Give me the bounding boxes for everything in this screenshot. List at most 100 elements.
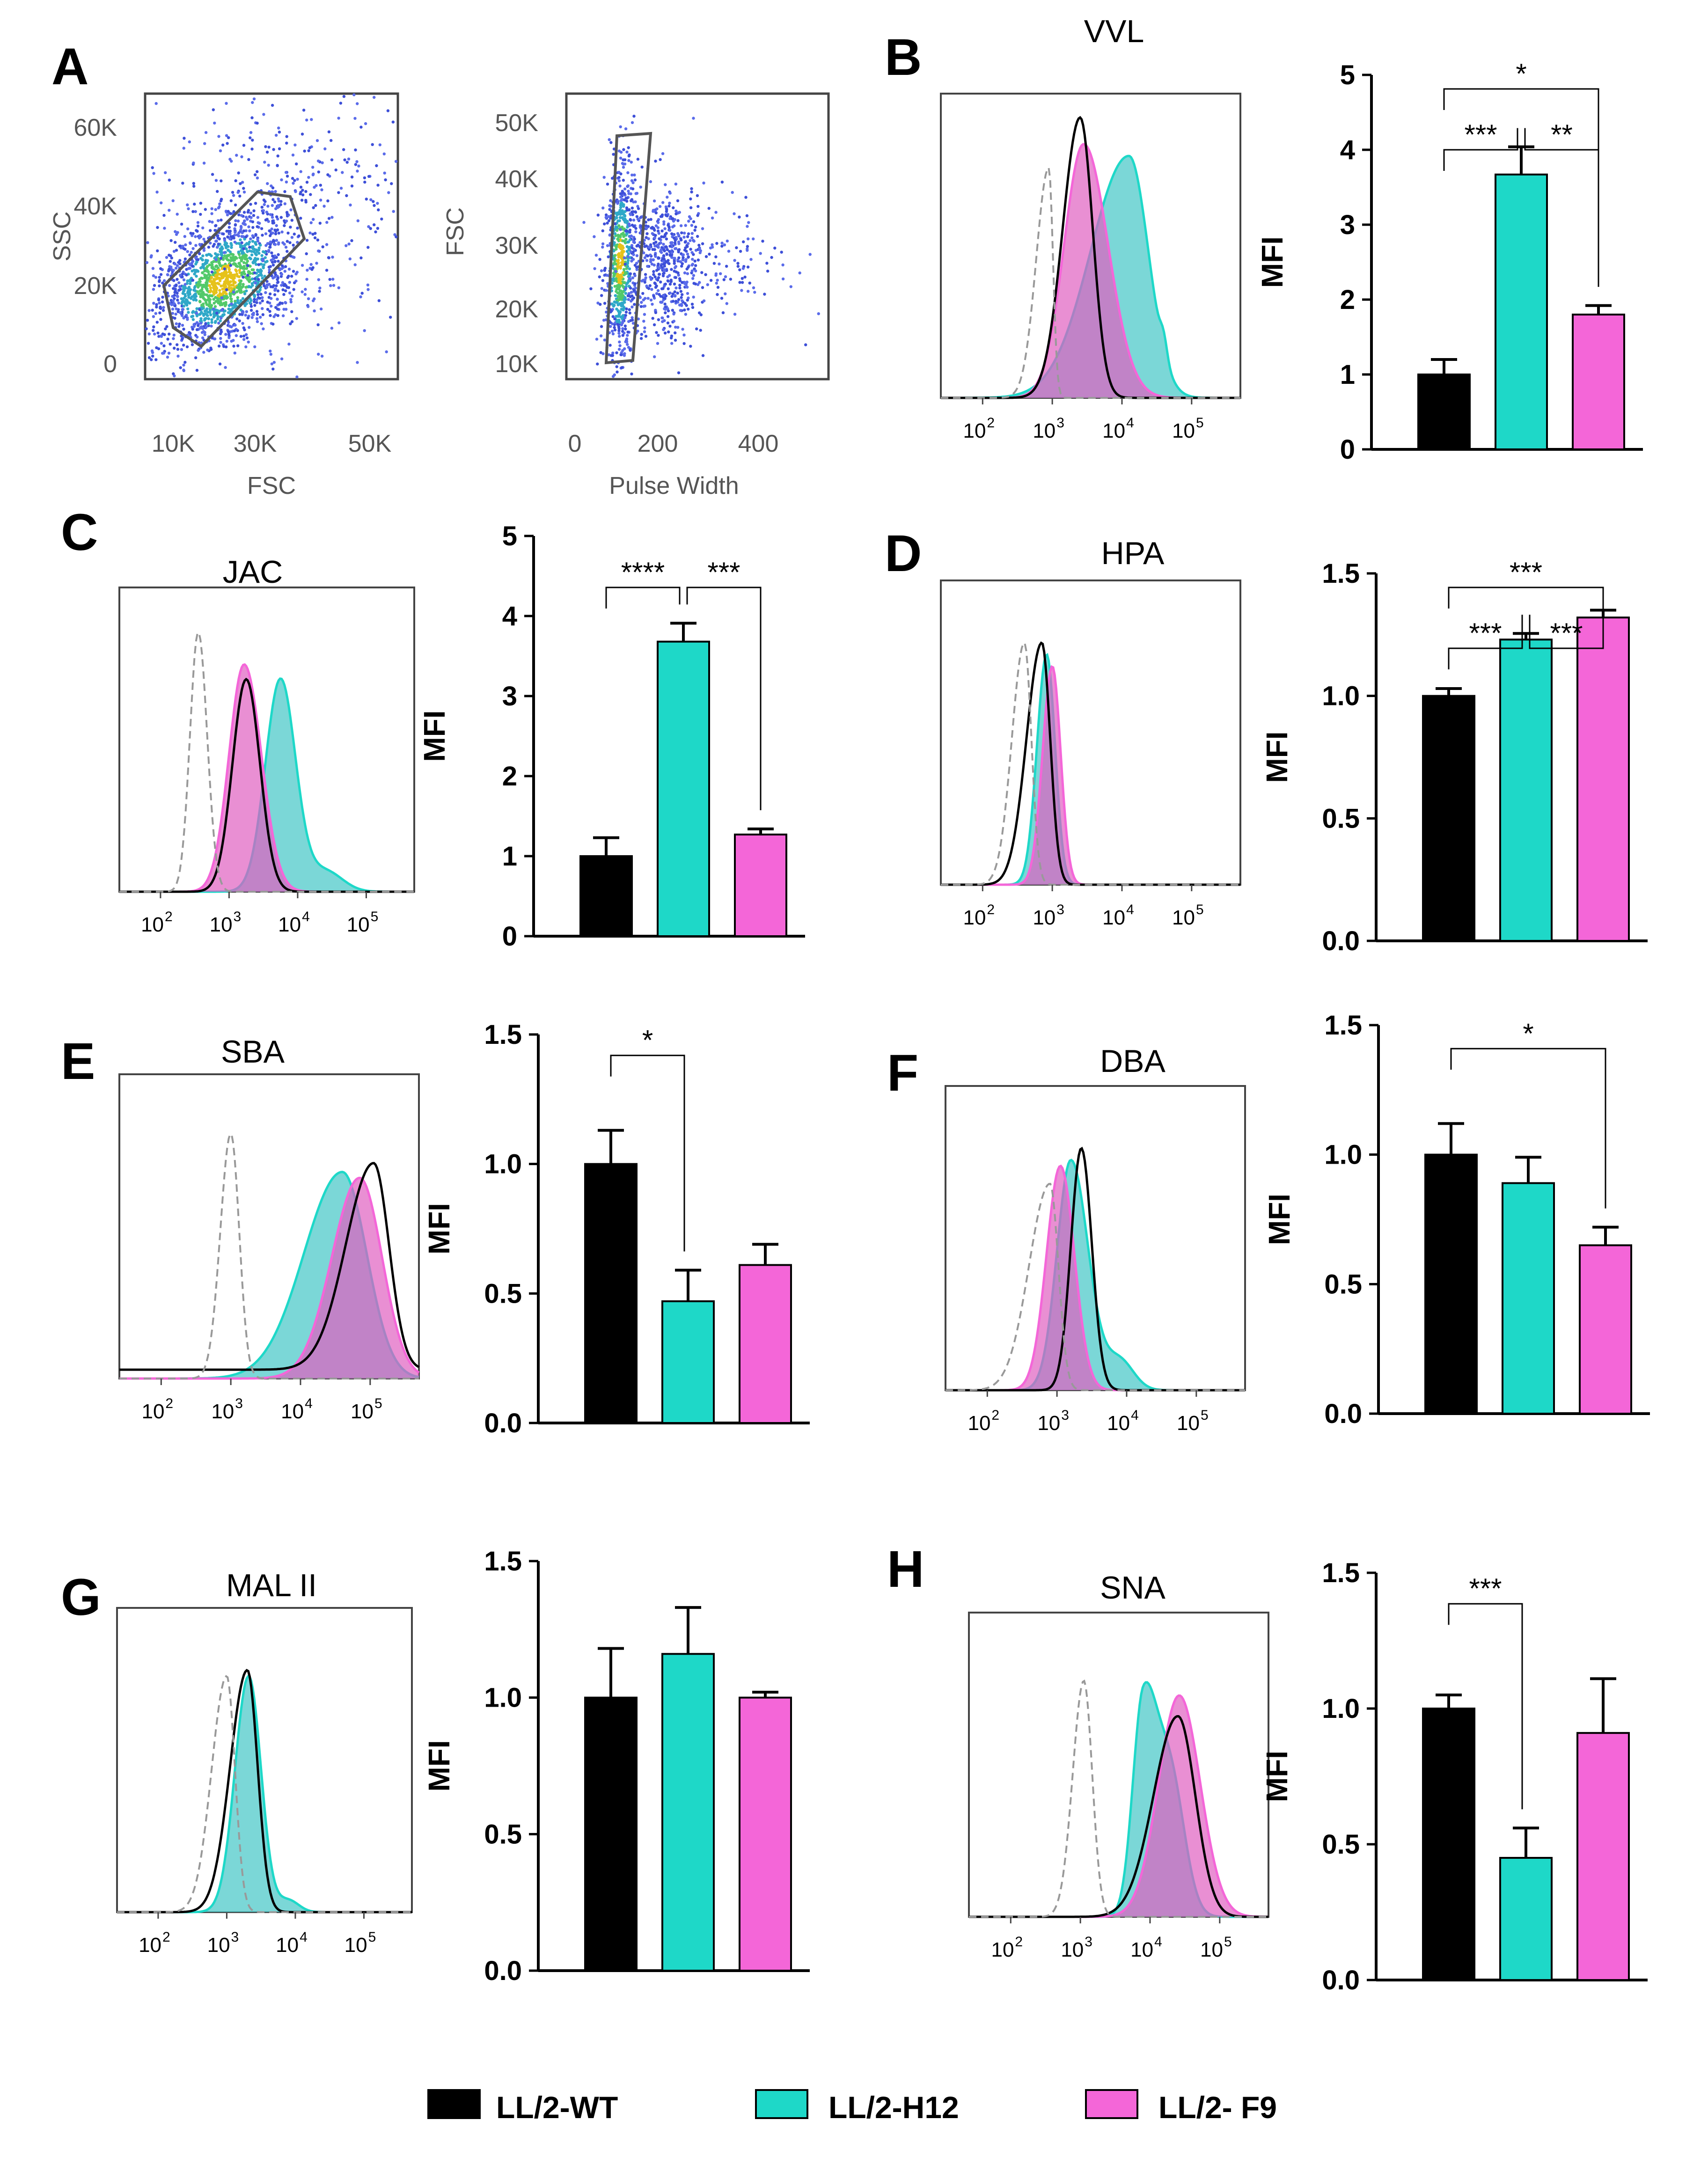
event-dot (682, 253, 685, 257)
event-dot (201, 226, 205, 230)
event-dot (168, 209, 171, 212)
event-dot (657, 256, 660, 259)
event-dot (685, 285, 688, 288)
event-dot (634, 230, 638, 234)
event-dot (152, 172, 155, 175)
event-dot (623, 281, 626, 284)
event-dot (273, 243, 277, 246)
event-dot (220, 245, 223, 249)
event-dot (679, 290, 683, 293)
event-dot (615, 226, 618, 229)
event-dot (213, 271, 217, 274)
event-dot (245, 310, 248, 313)
event-dot (189, 331, 192, 335)
event-dot (192, 323, 196, 326)
event-dot (239, 265, 243, 269)
event-dot (292, 182, 295, 185)
event-dot (187, 207, 190, 211)
event-dot (318, 221, 322, 225)
event-dot (180, 222, 183, 226)
event-dot (682, 333, 686, 337)
event-dot (232, 194, 235, 197)
event-dot (268, 310, 271, 313)
event-dot (630, 206, 634, 210)
event-dot (600, 325, 603, 328)
event-dot (208, 290, 212, 293)
event-dot (212, 298, 215, 301)
event-dot (258, 315, 262, 319)
event-dot (612, 153, 615, 156)
event-dot (178, 259, 182, 262)
dotplot-xlabel: FSC (247, 472, 296, 499)
event-dot (237, 242, 241, 245)
event-dot (320, 354, 324, 358)
event-dot (188, 334, 191, 337)
event-dot (674, 300, 678, 303)
histogram-fill-f9 (969, 1695, 1268, 1917)
event-dot (215, 311, 219, 315)
event-dot (246, 259, 249, 263)
event-dot (622, 231, 625, 235)
event-dot (608, 208, 611, 211)
event-dot (208, 300, 211, 303)
event-dot (190, 315, 193, 318)
event-dot (659, 158, 662, 161)
event-dot (330, 158, 334, 161)
event-dot (698, 251, 702, 255)
event-dot (186, 279, 189, 283)
event-dot (284, 301, 287, 304)
event-dot (752, 286, 755, 289)
event-dot (296, 227, 299, 230)
event-dot (165, 256, 169, 259)
event-dot (327, 130, 331, 133)
event-dot (689, 217, 692, 220)
histogram-title: JAC (223, 554, 283, 590)
event-dot (272, 221, 276, 225)
event-dot (723, 243, 726, 247)
event-dot (261, 296, 264, 299)
event-dot (250, 147, 254, 151)
bar-wt (1422, 695, 1475, 942)
event-dot (251, 284, 254, 287)
y-tick-label: 1.5 (484, 1546, 522, 1577)
event-dot (248, 229, 251, 233)
event-dot (625, 150, 629, 154)
event-dot (199, 276, 203, 280)
event-dot (632, 115, 636, 118)
event-dot (663, 262, 667, 265)
dotplot-ytick: 20K (495, 296, 538, 323)
event-dot (673, 282, 676, 286)
event-dot (209, 306, 213, 309)
event-dot (613, 373, 616, 376)
event-dot (273, 260, 277, 263)
y-axis-label: MFI (1260, 1751, 1294, 1802)
event-dot (246, 211, 249, 214)
event-dot (170, 303, 174, 307)
event-dot (242, 211, 246, 214)
event-dot (662, 220, 666, 223)
event-dot (673, 236, 676, 240)
event-dot (250, 268, 254, 271)
event-dot (265, 211, 268, 214)
event-dot (647, 218, 650, 221)
event-dot (677, 256, 681, 259)
event-dot (204, 268, 207, 271)
dotplot-ytick: 0 (103, 351, 117, 378)
event-dot (247, 340, 250, 344)
event-dot (152, 315, 155, 318)
event-dot (622, 271, 625, 274)
event-dot (249, 308, 253, 312)
event-dot (658, 293, 661, 296)
event-dot (325, 269, 329, 272)
event-dot (162, 352, 166, 355)
event-dot (359, 125, 363, 129)
event-dot (644, 297, 647, 300)
event-dot (616, 211, 620, 215)
event-dot (740, 289, 743, 292)
event-dot (319, 198, 323, 202)
event-dot (665, 208, 668, 212)
event-dot (593, 267, 596, 271)
dotplot-ytick: 40K (495, 166, 538, 193)
event-dot (253, 300, 256, 303)
significance-bracket (1443, 128, 1518, 171)
